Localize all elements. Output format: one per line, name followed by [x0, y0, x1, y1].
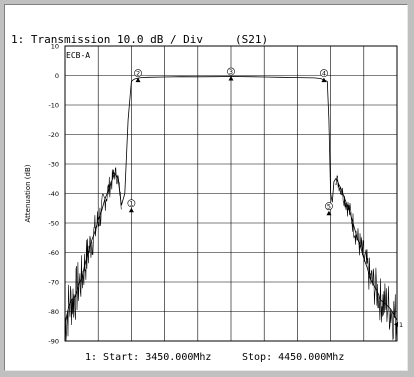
marker-label: 2 — [136, 69, 140, 77]
marker-5: 5 — [325, 202, 333, 216]
start-frequency: 1: Start: 3450.000Mhz — [85, 352, 211, 363]
end-marker-label: 1 — [399, 321, 403, 329]
y-axis-label: Attenuation (dB) — [24, 164, 32, 222]
marker-4: 4 — [320, 69, 328, 83]
y-tick-label: -20 — [48, 131, 59, 139]
marker-triangle — [128, 207, 134, 213]
marker-1: 1 — [127, 199, 136, 213]
markers: 1 2 3 4 5 1 — [127, 67, 403, 329]
plot-panel: 1: Transmission 10.0 dB / Div (S21) 10 0 -… — [4, 4, 408, 371]
y-tick-label: 10 — [51, 43, 59, 51]
end-marker-arrow — [394, 321, 398, 327]
y-tick-label: -50 — [48, 220, 59, 228]
grid — [65, 46, 397, 341]
y-tick-label: -10 — [48, 102, 59, 110]
marker-triangle — [326, 210, 332, 216]
marker-triangle — [135, 77, 141, 83]
marker-badge — [227, 67, 235, 76]
y-tick-labels: 10 0 -10 -20 -30 -40 -50 -60 -70 -80 -90 — [48, 43, 59, 346]
marker-label: 4 — [322, 69, 326, 77]
y-tick-label: -90 — [48, 338, 59, 346]
marker-label: 5 — [327, 203, 331, 211]
y-tick-label: -60 — [48, 249, 59, 257]
y-tick-label: -30 — [48, 161, 59, 169]
marker-2: 2 — [134, 69, 142, 83]
marker-badge — [127, 199, 136, 208]
trace-label: ECB-A — [66, 51, 90, 60]
marker-triangle — [228, 76, 234, 81]
transmission-chart: 1: Transmission 10.0 dB / Div (S21) 10 0 -… — [11, 33, 403, 363]
marker-label: 3 — [229, 68, 233, 76]
noise-floor-trace — [64, 166, 398, 342]
chart-title: 1: Transmission 10.0 dB / Div — [11, 33, 203, 46]
marker-badge — [134, 69, 142, 78]
y-tick-label: 0 — [55, 72, 59, 80]
stop-frequency: Stop: 4450.000Mhz — [242, 352, 344, 363]
marker-badge — [320, 69, 328, 78]
marker-label: 1 — [129, 200, 133, 208]
marker-badge — [325, 202, 333, 211]
y-tick-label: -40 — [48, 190, 59, 198]
trace-end-marker: 1 — [394, 321, 403, 329]
y-tick-label: -80 — [48, 308, 59, 316]
marker-triangle — [321, 77, 327, 83]
s-parameter-label: (S21) — [235, 33, 268, 46]
y-tick-label: -70 — [48, 279, 59, 287]
marker-3: 3 — [227, 67, 235, 81]
